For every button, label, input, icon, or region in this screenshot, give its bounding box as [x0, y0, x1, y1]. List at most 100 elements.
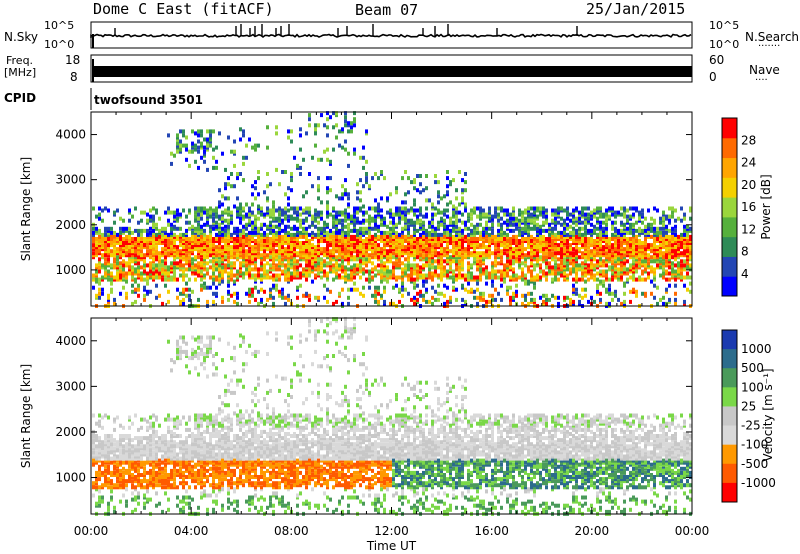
echo-cell: [320, 113, 323, 118]
echo-cell: [287, 257, 290, 262]
echo-cell: [476, 206, 479, 211]
echo-cell: [536, 214, 539, 219]
echo-cell: [254, 143, 257, 148]
echo-cell: [92, 206, 95, 211]
echo-cell: [176, 263, 179, 268]
echo-cell: [533, 220, 536, 225]
echo-cell: [656, 249, 659, 254]
echo-cell: [467, 237, 470, 241]
echo-cell: [371, 243, 374, 248]
echo-cell: [491, 283, 494, 288]
echo-cell: [173, 224, 176, 229]
echo-cell: [137, 269, 140, 274]
echo-cell: [407, 230, 410, 235]
echo-cell: [668, 228, 671, 233]
echo-cell: [227, 234, 230, 239]
echo-cell: [401, 226, 404, 231]
echo-cell: [167, 232, 170, 237]
echo-cell: [629, 222, 632, 227]
echo-cell: [365, 176, 368, 181]
echo-cell: [482, 243, 485, 248]
echo-cell: [299, 147, 302, 152]
echo-cell: [191, 237, 194, 241]
echo-cell: [266, 232, 269, 237]
echo-cell: [479, 263, 482, 268]
echo-cell: [572, 210, 575, 215]
echo-cell: [617, 253, 620, 258]
echo-cell: [236, 228, 239, 233]
echo-cell: [605, 251, 608, 256]
echo-cell: [440, 243, 443, 248]
echo-cell: [257, 176, 260, 181]
echo-cell: [308, 113, 311, 118]
echo-cell: [149, 214, 152, 219]
echo-cell: [320, 210, 323, 215]
echo-cell: [497, 249, 500, 254]
echo-cell: [509, 295, 512, 300]
echo-cell: [527, 251, 530, 256]
echo-cell: [545, 293, 548, 298]
echo-cell: [380, 263, 383, 268]
echo-cell: [584, 230, 587, 235]
echo-cell: [671, 261, 674, 266]
echo-cell: [248, 263, 251, 268]
echo-cell: [455, 188, 458, 193]
echo-cell: [599, 253, 602, 258]
echo-cell: [344, 188, 347, 193]
echo-cell: [293, 243, 296, 248]
echo-cell: [584, 237, 587, 241]
echo-cell: [344, 123, 347, 128]
echo-cell: [542, 249, 545, 254]
echo-cell: [617, 251, 620, 256]
echo-cell: [392, 228, 395, 233]
echo-cell: [323, 123, 326, 128]
echo-cell: [401, 261, 404, 266]
echo-cell: [131, 301, 134, 306]
echo-cell: [581, 239, 584, 243]
echo-cell: [674, 228, 677, 233]
echo-cell: [365, 257, 368, 262]
echo-cell: [482, 226, 485, 231]
echo-cell: [416, 241, 419, 245]
echo-cell: [179, 273, 182, 278]
echo-cell: [272, 237, 275, 241]
echo-cell: [212, 165, 215, 170]
echo-cell: [215, 275, 218, 280]
echo-cell: [455, 287, 458, 292]
echo-cell: [623, 253, 626, 258]
echo-cell: [461, 257, 464, 262]
echo-cell: [233, 261, 236, 266]
echo-cell: [611, 206, 614, 211]
echo-cell: [422, 249, 425, 254]
echo-cell: [344, 115, 347, 120]
echo-cell: [557, 257, 560, 262]
echo-cell: [209, 143, 212, 148]
echo-cell: [386, 234, 389, 239]
echo-cell: [275, 277, 278, 282]
echo-cell: [515, 253, 518, 258]
echo-cell: [230, 263, 233, 268]
echo-cell: [668, 271, 671, 276]
echo-cell: [662, 301, 665, 306]
echo-cell: [566, 277, 569, 282]
echo-cell: [113, 301, 116, 306]
echo-cell: [323, 222, 326, 227]
echo-cell: [386, 237, 389, 241]
echo-cell: [281, 237, 284, 241]
echo-cell: [446, 253, 449, 258]
echo-cell: [356, 287, 359, 292]
echo-cell: [182, 249, 185, 254]
echo-cell: [443, 259, 446, 264]
echo-cell: [488, 206, 491, 211]
echo-cell: [368, 220, 371, 225]
echo-cell: [587, 216, 590, 221]
echo-cell: [191, 249, 194, 254]
echo-cell: [599, 237, 602, 241]
echo-cell: [104, 261, 107, 266]
echo-cell: [467, 269, 470, 274]
echo-cell: [566, 295, 569, 300]
echo-cell: [260, 253, 263, 258]
echo-cell: [527, 224, 530, 229]
echo-cell: [206, 234, 209, 239]
echo-cell: [308, 224, 311, 229]
